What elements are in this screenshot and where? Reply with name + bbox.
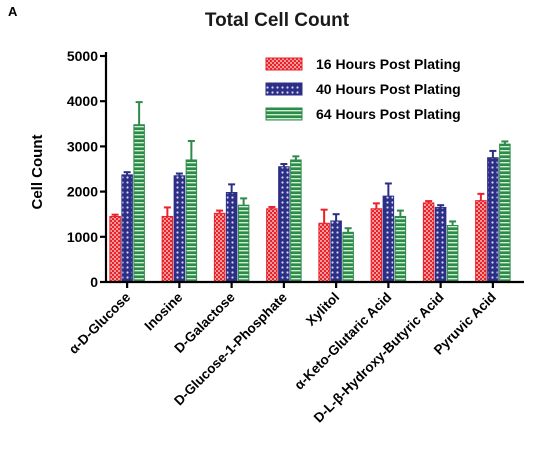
bar — [318, 222, 330, 283]
y-axis: 0 1000 2000 3000 4000 5000 — [67, 48, 108, 290]
bar — [330, 220, 342, 283]
legend-label: 40 Hours Post Plating — [316, 81, 461, 97]
bar — [278, 166, 290, 283]
bar — [382, 195, 395, 283]
y-tick-label: 0 — [90, 274, 98, 290]
bar — [266, 208, 278, 283]
bar — [109, 215, 121, 283]
y-tick-label: 4000 — [67, 93, 98, 109]
bar — [121, 174, 133, 283]
x-tick-label: α-D-Glucose — [66, 289, 134, 357]
bar — [290, 159, 302, 283]
bar — [499, 143, 511, 283]
panel-label: A — [8, 4, 18, 19]
y-tick-label: 1000 — [67, 229, 98, 245]
x-tick-label: Xylitol — [303, 290, 342, 329]
bar — [422, 202, 435, 283]
bar — [161, 215, 174, 283]
bar — [213, 212, 226, 283]
legend-swatch — [265, 82, 303, 96]
bar — [173, 175, 186, 283]
legend-swatch — [265, 107, 303, 121]
bar — [185, 159, 198, 283]
legend: 16 Hours Post Plating 40 Hours Post Plati… — [265, 56, 461, 122]
legend-label: 16 Hours Post Plating — [316, 56, 461, 72]
bar — [237, 204, 250, 283]
bar — [487, 157, 499, 283]
bars — [109, 101, 511, 283]
bar — [475, 200, 487, 283]
bar — [133, 124, 145, 283]
legend-label: 64 Hours Post Plating — [316, 106, 461, 122]
y-tick-label: 2000 — [67, 184, 98, 200]
legend-swatch — [265, 57, 303, 71]
bar — [446, 225, 459, 283]
bar — [394, 215, 407, 283]
y-tick-label: 5000 — [67, 48, 98, 64]
y-axis-label: Cell Count — [29, 135, 46, 210]
bar — [434, 206, 447, 283]
chart-title: Total Cell Count — [205, 10, 350, 31]
bar — [225, 192, 238, 283]
x-tick-label: Inosine — [141, 289, 185, 333]
bar — [370, 208, 383, 283]
bar — [342, 231, 354, 283]
x-axis: α-D-Glucose InosineD-GalactoseD-Glucose-1… — [66, 280, 524, 425]
y-tick-label: 3000 — [67, 138, 98, 154]
x-tick-label: α-Keto-Glutaric Acid — [291, 290, 394, 393]
